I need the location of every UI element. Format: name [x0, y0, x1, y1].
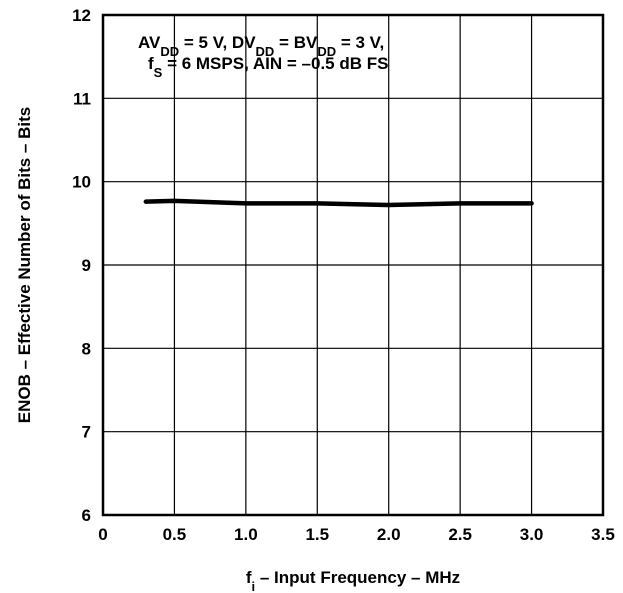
data-point — [143, 199, 148, 204]
x-tick-label: 1.0 — [234, 525, 258, 544]
x-tick-label: 2.0 — [377, 525, 401, 544]
x-tick-label: 0 — [98, 525, 107, 544]
data-point — [243, 201, 248, 206]
y-tick-labels: 6 7 8 9 10 11 12 — [72, 6, 91, 525]
x-tick-label: 3.0 — [520, 525, 544, 544]
x-tick-labels: 0 0.5 1.0 1.5 2.0 2.5 3.0 3.5 — [98, 525, 615, 544]
y-tick-label: 10 — [72, 173, 91, 192]
data-point — [172, 198, 177, 203]
data-point — [386, 203, 391, 207]
data-point — [458, 201, 463, 206]
x-axis-label: fi – Input Frequency – MHz — [246, 568, 460, 593]
x-tick-label: 3.5 — [591, 525, 615, 544]
x-tick-label: 2.5 — [448, 525, 472, 544]
plot-frame — [101, 13, 605, 517]
y-tick-label: 12 — [72, 6, 91, 25]
series-layer — [143, 198, 534, 208]
annotation-line-2: fS = 6 MSPS, AIN = –0.5 dB FS — [148, 54, 388, 80]
y-axis-label: ENOB – Effective Number of Bits – Bits — [15, 107, 34, 423]
enob-series-line — [143, 198, 534, 208]
y-tick-label: 8 — [82, 339, 91, 358]
data-point — [315, 201, 320, 206]
data-point — [529, 201, 534, 206]
y-tick-label: 6 — [82, 506, 91, 525]
y-tick-label: 7 — [82, 423, 91, 442]
x-tick-label: 1.5 — [305, 525, 329, 544]
grid — [103, 15, 603, 515]
y-tick-label: 11 — [73, 89, 91, 108]
y-tick-label: 9 — [82, 256, 91, 275]
x-tick-label: 0.5 — [163, 525, 187, 544]
annotation-line-1: AVDD = 5 V, DVDD = BVDD = 3 V, — [138, 33, 384, 59]
